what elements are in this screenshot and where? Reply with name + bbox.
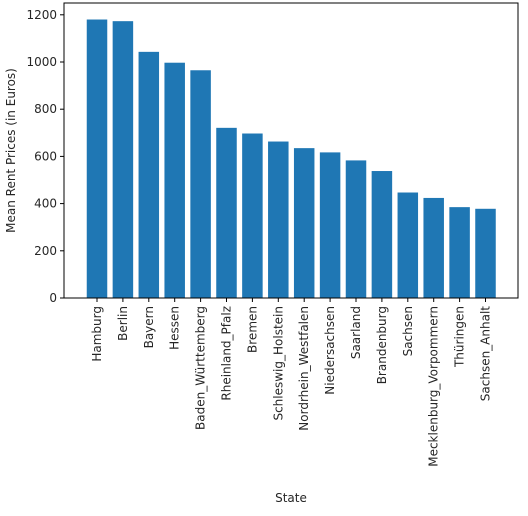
x-tick-label: Nordrhein_Westfalen [297,306,311,431]
bar-schleswig_holstein [268,141,289,298]
x-tick-label: Rheinland_Pfalz [220,306,234,401]
y-tick-label: 400 [34,197,57,211]
bar-berlin [112,21,134,298]
x-tick-label: Bremen [245,306,259,353]
x-tick-label: Schleswig_Holstein [271,306,285,421]
x-tick-label: Bayern [142,306,156,348]
x-tick-label: Baden_Württemberg [194,306,208,430]
y-tick-label: 200 [34,244,57,258]
x-tick-label: Sachsen_Anhalt [479,306,493,402]
y-tick-label: 1000 [26,55,57,69]
bar-rheinland_pfalz [216,127,237,298]
x-axis-label: State [275,491,307,505]
bar-thüringen [449,207,470,298]
x-tick-label: Sachsen [401,306,415,356]
x-tick-label: Niedersachsen [323,306,337,395]
bar-mecklenburg_vorpommern [423,197,444,298]
x-axis: Hamburg Berlin Bayern Hessen Baden_Württembe… [90,298,493,467]
y-tick-label: 1200 [26,8,57,22]
bar-bremen [242,133,263,298]
bars-group [86,19,496,299]
x-tick-label: Hessen [168,306,182,350]
bar-hessen [164,62,185,299]
bar-bayern [138,51,160,298]
bar-sachsen [397,192,419,298]
x-tick-label: Brandenburg [375,306,389,384]
y-axis: 0 200 400 600 800 1000 1200 [26,8,64,305]
bar-saarland [345,160,367,298]
bar-nordrhein_westfalen [293,148,315,298]
bar-hamburg [86,19,108,299]
y-axis-label: Mean Rent Prices (in Euros) [4,68,18,233]
bar-sachsen_anhalt [475,208,496,298]
x-tick-label: Hamburg [90,306,104,362]
x-tick-label: Berlin [116,306,130,341]
x-tick-label: Saarland [349,306,363,359]
bar-baden_württemberg [190,70,211,298]
bar-brandenburg [371,171,393,298]
y-tick-label: 800 [34,102,57,116]
y-tick-label: 600 [34,149,57,163]
plot-frame [63,2,519,299]
bar-niedersachsen [319,152,341,298]
x-tick-label: Mecklenburg_Vorpommern [427,306,441,467]
x-tick-label: Thüringen [453,306,467,368]
y-tick-label: 0 [49,291,57,305]
